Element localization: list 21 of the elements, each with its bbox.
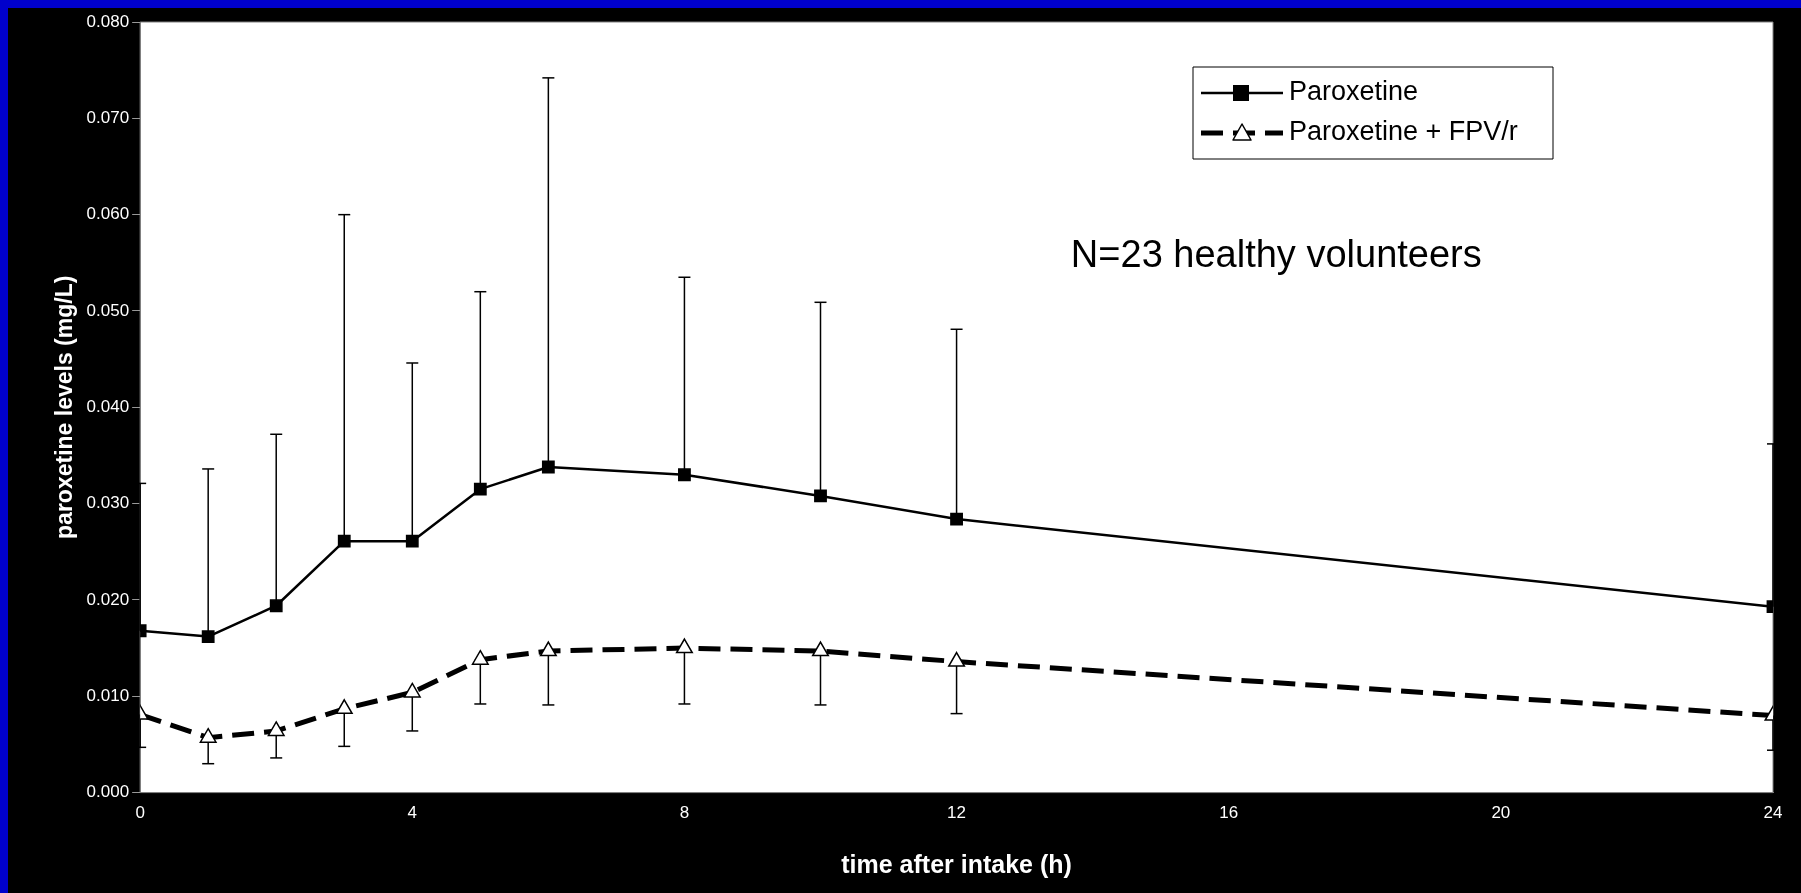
y-tick-label: 0.070 — [86, 108, 130, 128]
legend-label: Paroxetine + FPV/r — [1289, 116, 1518, 147]
y-tick-label: 0.020 — [86, 589, 130, 609]
x-tick-label: 0 — [135, 803, 145, 823]
x-tick-label: 20 — [1491, 803, 1511, 823]
y-tick-label: 0.060 — [86, 204, 130, 224]
y-tick-label: 0.050 — [86, 300, 130, 320]
annotation: N=23 healthy volunteers — [1070, 233, 1482, 276]
y-axis-title: paroxetine levels (mg/L) — [51, 275, 78, 539]
x-tick-label: 8 — [679, 803, 690, 823]
y-tick-label: 0.080 — [86, 11, 130, 31]
x-tick-label: 12 — [947, 803, 967, 823]
x-tick-label: 24 — [1763, 803, 1783, 823]
y-tick-label: 0.010 — [86, 685, 130, 705]
x-axis-title: time after intake (h) — [841, 849, 1072, 878]
legend-label: Paroxetine — [1289, 76, 1419, 107]
y-tick-label: 0.030 — [86, 493, 130, 513]
y-tick-label: 0.000 — [86, 782, 130, 802]
x-tick-label: 4 — [407, 803, 418, 823]
x-tick-label: 16 — [1219, 803, 1239, 823]
y-tick-label: 0.040 — [86, 396, 130, 416]
